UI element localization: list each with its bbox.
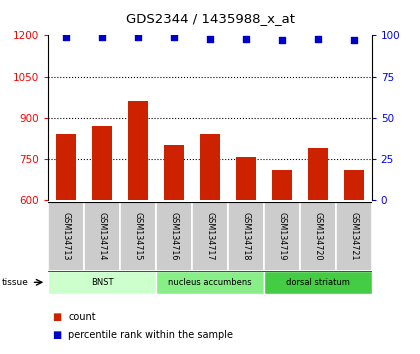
- Point: [315, 36, 321, 41]
- Point: [243, 36, 249, 41]
- Bar: [156, 202, 192, 271]
- Point: [135, 34, 142, 40]
- Text: GSM134721: GSM134721: [349, 212, 358, 261]
- Point: [350, 38, 357, 43]
- Point: [207, 36, 213, 41]
- Bar: [236, 157, 256, 200]
- Text: percentile rank within the sample: percentile rank within the sample: [68, 330, 234, 339]
- Text: GSM134720: GSM134720: [313, 212, 322, 261]
- Text: ■: ■: [52, 330, 62, 339]
- Point: [278, 38, 285, 43]
- Point: [171, 34, 177, 40]
- Bar: [48, 271, 156, 294]
- Text: GSM134715: GSM134715: [134, 212, 143, 261]
- Bar: [56, 134, 76, 200]
- Text: nucleus accumbens: nucleus accumbens: [168, 278, 252, 287]
- Bar: [264, 202, 300, 271]
- Bar: [264, 271, 372, 294]
- Bar: [120, 202, 156, 271]
- Text: GSM134717: GSM134717: [205, 212, 215, 261]
- Text: GSM134719: GSM134719: [277, 212, 286, 261]
- Bar: [48, 202, 84, 271]
- Bar: [308, 148, 328, 200]
- Text: dorsal striatum: dorsal striatum: [286, 278, 350, 287]
- Bar: [192, 202, 228, 271]
- Point: [99, 34, 105, 40]
- Bar: [336, 202, 372, 271]
- Text: GDS2344 / 1435988_x_at: GDS2344 / 1435988_x_at: [126, 12, 294, 25]
- Bar: [84, 202, 120, 271]
- Bar: [228, 202, 264, 271]
- Text: GSM134718: GSM134718: [241, 212, 250, 261]
- Point: [63, 34, 70, 40]
- Text: count: count: [68, 312, 96, 322]
- Bar: [200, 134, 220, 200]
- Bar: [272, 170, 292, 200]
- Bar: [300, 202, 336, 271]
- Text: GSM134716: GSM134716: [170, 212, 178, 261]
- Bar: [344, 170, 364, 200]
- Bar: [164, 145, 184, 200]
- Bar: [156, 271, 264, 294]
- Bar: [92, 126, 112, 200]
- Text: tissue: tissue: [2, 278, 29, 287]
- Text: GSM134714: GSM134714: [98, 212, 107, 261]
- Bar: [128, 101, 148, 200]
- Text: GSM134713: GSM134713: [62, 212, 71, 261]
- Text: ■: ■: [52, 312, 62, 322]
- Text: BNST: BNST: [91, 278, 113, 287]
